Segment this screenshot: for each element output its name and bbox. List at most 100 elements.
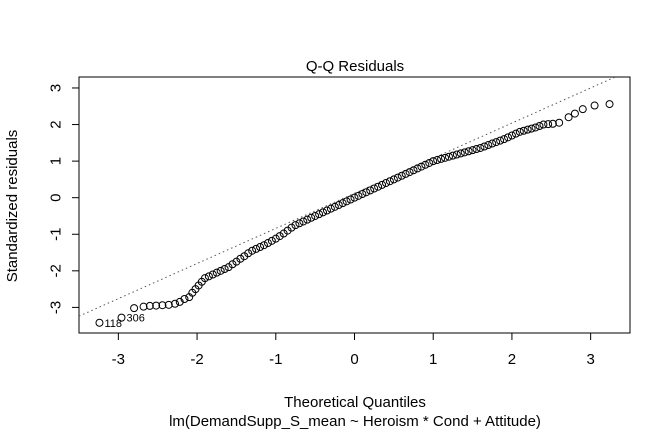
qq-point bbox=[433, 156, 442, 165]
qq-point bbox=[334, 201, 343, 209]
y-tick-label: 3 bbox=[48, 84, 65, 92]
y-tick-label: -1 bbox=[48, 228, 65, 241]
qq-point bbox=[484, 141, 493, 150]
qq-point bbox=[385, 177, 394, 186]
qq-point bbox=[244, 249, 253, 258]
outlier-label-118: 118 bbox=[104, 318, 122, 330]
qq-point bbox=[248, 246, 257, 255]
qq-point bbox=[95, 318, 104, 327]
qq-point bbox=[362, 188, 371, 197]
x-tick-label: 2 bbox=[508, 351, 516, 368]
model-formula-subtitle: lm(DemandSupp_S_mean ~ Heroism * Cond + … bbox=[169, 413, 541, 430]
qq-point bbox=[212, 268, 221, 277]
qq-point bbox=[374, 182, 383, 191]
qq-point bbox=[252, 244, 261, 253]
qq-point bbox=[259, 241, 268, 250]
qq-point bbox=[358, 190, 367, 199]
qq-point bbox=[539, 120, 548, 129]
qq-point bbox=[303, 215, 312, 224]
x-axis-label: Theoretical Quantiles bbox=[284, 394, 426, 411]
qq-point bbox=[342, 197, 351, 206]
qq-point bbox=[326, 204, 335, 213]
x-tick-label: 1 bbox=[429, 351, 437, 368]
data-points bbox=[95, 100, 614, 327]
qq-point bbox=[605, 100, 614, 109]
qq-point bbox=[413, 164, 422, 173]
qq-point bbox=[158, 301, 167, 310]
y-axis: -3 -2 -1 0 1 2 3 bbox=[48, 84, 80, 314]
qq-point bbox=[578, 105, 587, 114]
y-axis-label: Standardized residuals bbox=[4, 130, 21, 283]
qq-point bbox=[452, 150, 461, 159]
plot-frame bbox=[78, 76, 631, 334]
qq-point bbox=[397, 171, 406, 180]
qq-point bbox=[271, 234, 280, 243]
qq-point bbox=[117, 313, 126, 322]
outlier-labels: 118 306 bbox=[104, 313, 144, 330]
x-tick-label: 3 bbox=[586, 351, 594, 368]
qq-point bbox=[488, 139, 497, 148]
qq-point bbox=[311, 211, 320, 220]
qq-point bbox=[468, 146, 477, 155]
x-tick-label: 0 bbox=[350, 351, 358, 368]
qq-point bbox=[519, 126, 528, 135]
y-tick-label: -2 bbox=[48, 264, 65, 277]
qq-point bbox=[228, 260, 237, 269]
qq-reference-line bbox=[79, 77, 617, 317]
qq-point bbox=[287, 223, 296, 232]
y-tick-label: 1 bbox=[48, 157, 65, 165]
qq-point bbox=[409, 166, 418, 175]
qq-point bbox=[381, 179, 390, 188]
y-tick-label: 0 bbox=[48, 194, 65, 202]
qq-point bbox=[256, 243, 265, 252]
qq-point bbox=[564, 113, 573, 122]
qq-point bbox=[220, 265, 229, 273]
qq-point bbox=[130, 304, 139, 313]
qq-point bbox=[307, 213, 316, 222]
qq-point bbox=[164, 300, 173, 309]
qq-point bbox=[425, 158, 434, 167]
x-tick-label: -3 bbox=[112, 351, 125, 368]
qq-point bbox=[421, 160, 430, 169]
qq-point bbox=[401, 169, 410, 178]
qq-point bbox=[204, 272, 213, 281]
qq-point bbox=[145, 301, 154, 310]
qq-point bbox=[460, 148, 469, 157]
qq-point bbox=[590, 101, 599, 110]
qq-point bbox=[275, 232, 284, 241]
qq-point bbox=[291, 221, 300, 230]
y-tick-label: -3 bbox=[48, 301, 65, 314]
y-tick-label: 2 bbox=[48, 120, 65, 128]
qq-point bbox=[448, 151, 457, 160]
qq-point bbox=[511, 129, 520, 138]
qq-point bbox=[370, 184, 379, 193]
qq-point bbox=[216, 266, 225, 275]
x-axis: -3 -2 -1 0 1 2 3 bbox=[112, 332, 595, 368]
qq-point bbox=[152, 301, 161, 310]
qq-point bbox=[464, 147, 473, 156]
qq-point bbox=[480, 142, 489, 151]
outlier-label-306: 306 bbox=[127, 313, 145, 325]
qq-point bbox=[548, 119, 557, 128]
qq-point bbox=[263, 239, 272, 248]
qq-point bbox=[338, 199, 347, 208]
qq-point bbox=[139, 302, 148, 311]
qq-point bbox=[500, 135, 509, 144]
qq-point bbox=[531, 123, 540, 132]
qq-point bbox=[319, 208, 328, 217]
qq-point bbox=[523, 125, 532, 134]
chart-title: Q-Q Residuals bbox=[306, 58, 404, 75]
qq-point bbox=[208, 270, 217, 279]
qq-point bbox=[322, 206, 331, 215]
qq-point bbox=[570, 109, 579, 118]
qq-point bbox=[515, 127, 524, 136]
qq-point bbox=[441, 153, 450, 162]
qq-point bbox=[429, 157, 438, 166]
qq-point bbox=[393, 173, 402, 182]
qq-point bbox=[180, 294, 189, 303]
x-tick-label: -2 bbox=[190, 351, 203, 368]
qq-point bbox=[507, 131, 516, 140]
qq-point bbox=[389, 175, 398, 184]
qq-point bbox=[496, 136, 505, 145]
qq-point bbox=[295, 219, 304, 228]
